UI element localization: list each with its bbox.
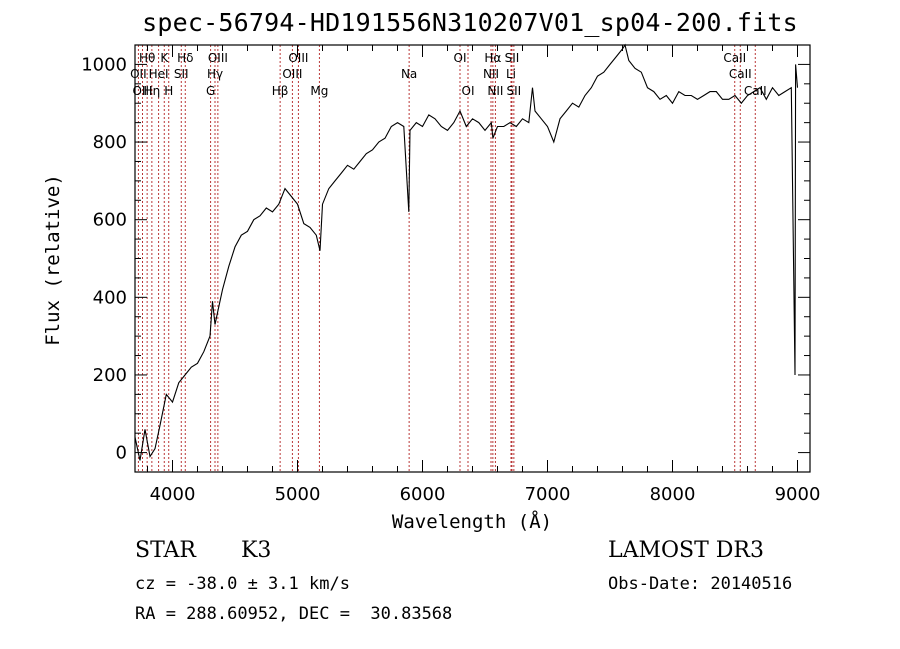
spectral-line-label: OIII xyxy=(208,51,228,65)
observation-date: Obs-Date: 20140516 xyxy=(608,574,793,594)
spectral-line-labels: Hθ K Hδ OIII OIII OI Hα SII CaII OII HeI SII Hγ OIII N… xyxy=(130,51,767,98)
spectral-line-label: OIII xyxy=(132,84,152,98)
spectral-line-label: Hβ xyxy=(272,84,289,98)
y-tick-label: 1000 xyxy=(81,54,127,75)
x-tick-label: 7000 xyxy=(525,484,571,505)
y-tick-label: 600 xyxy=(93,210,127,231)
spectral-line-label: HeI xyxy=(149,67,169,81)
chart-title: spec-56794-HD191556N310207V01_sp04-200.f… xyxy=(142,8,798,37)
x-tick-label: 8000 xyxy=(650,484,696,505)
x-tick-label: 4000 xyxy=(150,484,196,505)
spectral-line-label: OII xyxy=(130,67,147,81)
y-tick-label: 800 xyxy=(93,132,127,153)
x-tick-label: 6000 xyxy=(400,484,446,505)
plot-frame xyxy=(134,44,811,473)
spectral-line-label: SII xyxy=(174,67,189,81)
redshift-velocity: cz = -38.0 ± 3.1 km/s xyxy=(135,574,350,594)
spectral-line-label: CaII xyxy=(723,51,746,65)
y-tick-label: 0 xyxy=(116,443,127,464)
spectral-line-label: Li xyxy=(506,67,516,81)
spectral-line-label: CaII xyxy=(729,67,752,81)
spectral-line-label: NII xyxy=(483,67,499,81)
spectral-line-label: Hθ xyxy=(139,51,155,65)
spectral-line-label: Hα xyxy=(484,51,501,65)
y-tick-label: 200 xyxy=(93,365,127,386)
spectral-line-label: Na xyxy=(401,67,417,81)
spectral-line-label: H xyxy=(164,84,173,98)
spectral-line-label: OI xyxy=(462,84,475,98)
object-class: STAR xyxy=(135,538,196,563)
coordinates: RA = 288.60952, DEC = 30.83568 xyxy=(135,604,453,624)
spectral-line-label: NII xyxy=(487,84,503,98)
spectral-line-label: OI xyxy=(454,51,467,65)
spectral-line-label: G xyxy=(206,84,215,98)
spectral-line-label: K xyxy=(160,51,169,65)
survey-name: LAMOST DR3 xyxy=(608,538,764,563)
spectral-line-label: Mg xyxy=(310,84,328,98)
x-tick-label: 5000 xyxy=(275,484,321,505)
y-tick-label: 400 xyxy=(93,287,127,308)
spectral-line-label: Hη xyxy=(144,84,161,98)
spectral-line-label: Hγ xyxy=(207,67,223,81)
spectral-line-label: OIII xyxy=(288,51,308,65)
x-tick-label: 9000 xyxy=(775,484,821,505)
spectral-line-label: Hδ xyxy=(177,51,193,65)
spectral-line-label: OIII xyxy=(282,67,302,81)
spectral-line-label: SII xyxy=(505,51,520,65)
spectrum-series-line xyxy=(134,43,799,461)
x-axis-label: Wavelength (Å) xyxy=(391,511,553,533)
spectral-line-label: SII xyxy=(507,84,522,98)
axis-ticks: 4000 5000 6000 7000 8000 9000 0 200 400 600 800 100… xyxy=(81,44,821,505)
object-subclass: K3 xyxy=(241,538,272,563)
